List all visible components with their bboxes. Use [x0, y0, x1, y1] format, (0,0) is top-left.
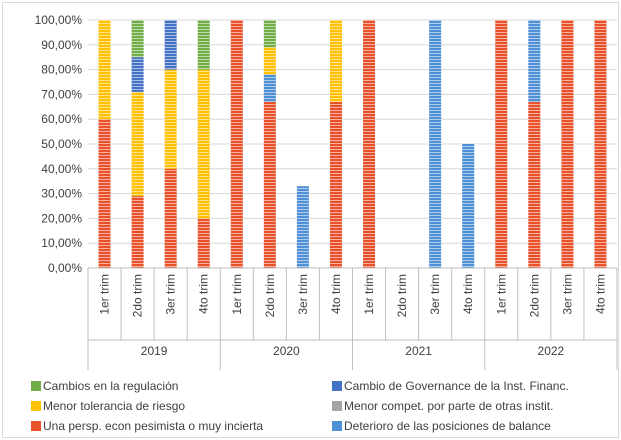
- x-group-label: 2020: [273, 344, 300, 358]
- bar-hatch: [131, 20, 144, 58]
- x-tick-label: 2do trim: [527, 274, 541, 317]
- legend-item-cambios-regulacion: Cambios en la regulación: [31, 379, 178, 393]
- axes: 0,00% 10,00% 20,00% 30,00% 40,00% 50,00% 60,00…: [35, 13, 618, 370]
- x-tick-label: 2do trim: [263, 274, 277, 317]
- legend-label: Deterioro de las posiciones de balance: [344, 419, 551, 433]
- y-tick-label: 0,00%: [48, 261, 82, 275]
- bar-hatch: [164, 69, 177, 169]
- bar-hatch: [263, 74, 276, 102]
- x-tick-label: 4to trim: [593, 274, 607, 314]
- bar-hatch: [131, 57, 144, 92]
- legend-item-menor-tolerancia: Menor tolerancia de riesgo: [31, 399, 185, 413]
- bar-hatch: [363, 20, 376, 268]
- x-tick-label: 4to trim: [197, 274, 211, 314]
- legend-swatch: [332, 401, 342, 411]
- bar-hatch: [98, 119, 111, 268]
- bar-hatch: [594, 20, 607, 268]
- bar-hatch: [429, 20, 442, 268]
- x-tick-label: 3er trim: [560, 274, 574, 315]
- bar-hatch: [528, 20, 541, 102]
- x-tick-label: 2do trim: [395, 274, 409, 317]
- bar-hatch: [528, 101, 541, 268]
- bar-hatch: [329, 101, 342, 268]
- bar-hatch: [263, 101, 276, 268]
- bar-hatch: [462, 144, 475, 268]
- bar-hatch: [197, 69, 210, 219]
- legend-swatch: [31, 381, 41, 391]
- x-group-label: 2022: [538, 344, 565, 358]
- legend-item-deterioro-balance: Deterioro de las posiciones de balance: [332, 419, 551, 433]
- legend-label: Cambios en la regulación: [43, 379, 179, 393]
- y-tick-label: 80,00%: [41, 63, 82, 77]
- y-tick-label: 50,00%: [41, 137, 82, 151]
- bar-hatch: [197, 20, 210, 70]
- bar-hatch: [263, 20, 276, 48]
- legend-label: Menor tolerancia de riesgo: [43, 399, 186, 413]
- bar-hatch: [131, 91, 144, 197]
- y-tick-label: 100,00%: [35, 13, 83, 27]
- x-tick-label: 1er trim: [230, 274, 244, 315]
- bar-hatch: [263, 47, 276, 75]
- x-tick-label: 4to trim: [329, 274, 343, 314]
- x-tick-label: 3er trim: [296, 274, 310, 315]
- x-tick-label: 3er trim: [164, 274, 178, 315]
- legend-swatch: [332, 421, 342, 431]
- legend-swatch: [31, 401, 41, 411]
- bar-hatch: [131, 196, 144, 268]
- bar-hatch: [495, 20, 508, 268]
- legend-item-persp-econ: Una persp. econ pesimista o muy incierta: [31, 419, 263, 433]
- x-group-label: 2019: [141, 344, 168, 358]
- bar-hatch: [164, 20, 177, 70]
- x-tick-label: 4to trim: [461, 274, 475, 314]
- bar-hatch: [561, 20, 574, 268]
- x-group-label: 2021: [405, 344, 432, 358]
- bar-hatch: [164, 168, 177, 268]
- y-tick-label: 60,00%: [41, 112, 82, 126]
- bar-hatch: [197, 218, 210, 268]
- x-tick-label: 3er trim: [428, 274, 442, 315]
- legend-swatch: [31, 421, 41, 431]
- legend-label: Menor compet. por parte de otras instit.: [344, 399, 554, 413]
- x-tick-label: 1er trim: [98, 274, 112, 315]
- y-tick-label: 20,00%: [41, 211, 82, 225]
- y-tick-label: 40,00%: [41, 162, 82, 176]
- bar-hatch: [296, 186, 309, 268]
- y-tick-label: 10,00%: [41, 236, 82, 250]
- legend-label: Cambio de Governance de la Inst. Financ.: [344, 379, 569, 393]
- legend-item-menor-compet: Menor compet. por parte de otras instit.: [332, 399, 553, 413]
- legend-item-cambio-governance: Cambio de Governance de la Inst. Financ.: [332, 379, 569, 393]
- legend-swatch: [332, 381, 342, 391]
- y-tick-label: 30,00%: [41, 187, 82, 201]
- bar-hatch: [230, 20, 243, 268]
- x-tick-label: 1er trim: [494, 274, 508, 315]
- y-tick-label: 70,00%: [41, 87, 82, 101]
- y-tick-label: 90,00%: [41, 38, 82, 52]
- bar-hatch: [98, 20, 111, 120]
- bar-hatch: [329, 20, 342, 102]
- x-tick-label: 1er trim: [362, 274, 376, 315]
- bars: [98, 20, 607, 268]
- legend-label: Una persp. econ pesimista o muy incierta: [43, 419, 264, 433]
- x-tick-label: 2do trim: [131, 274, 145, 317]
